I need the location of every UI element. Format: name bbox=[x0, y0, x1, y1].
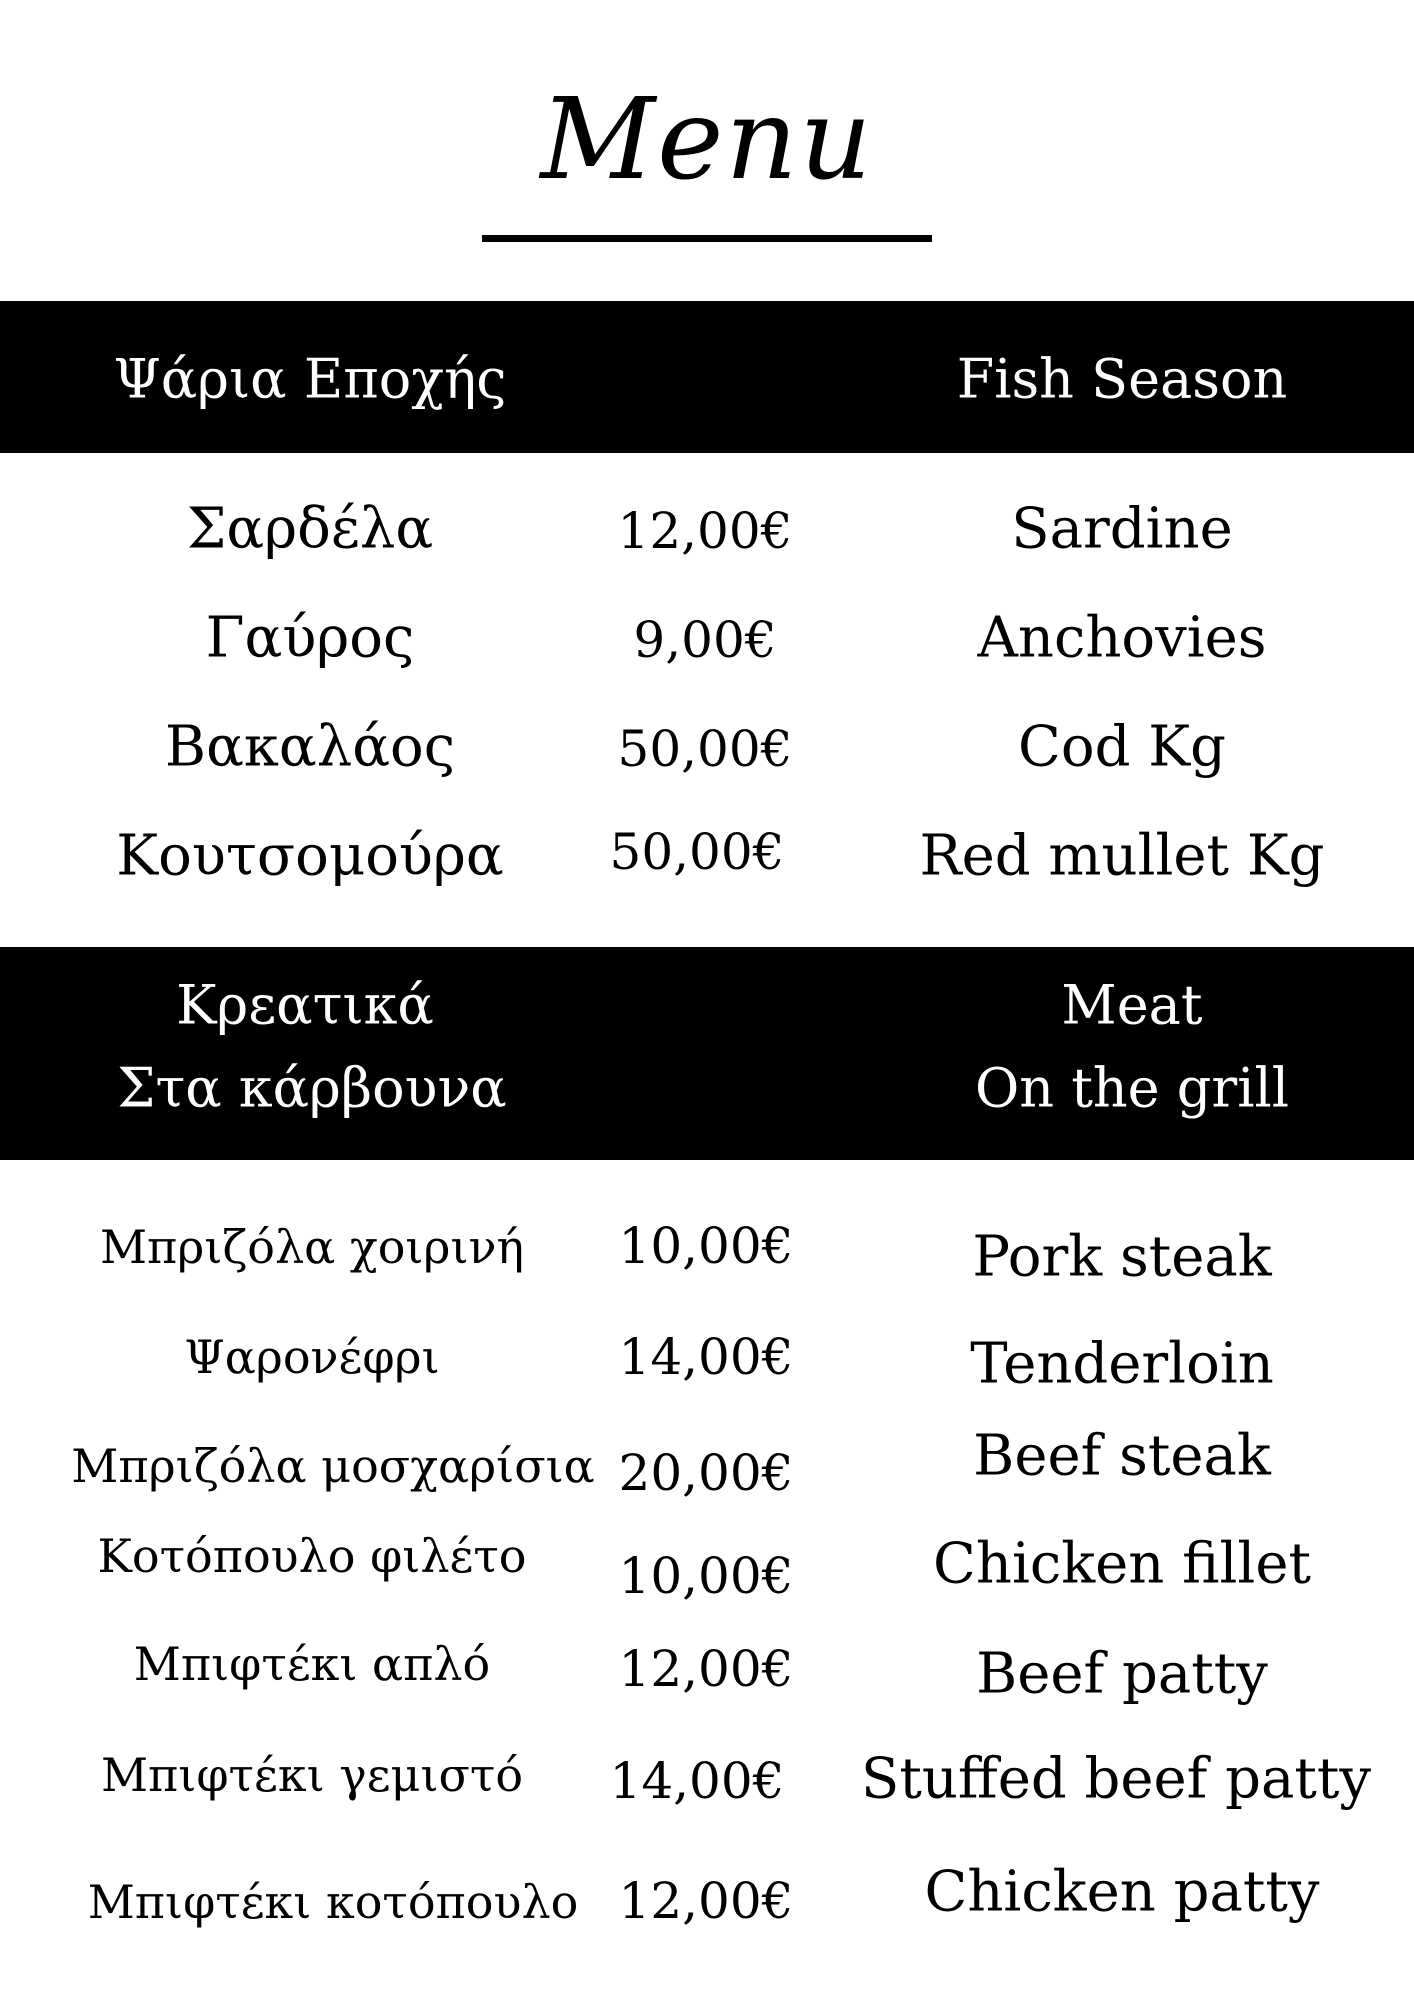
item-name-english: Beef steak bbox=[973, 1423, 1271, 1489]
item-name-greek: Σαρδέλα bbox=[186, 496, 434, 562]
item-name-english: Anchovies bbox=[977, 605, 1267, 671]
item-name-greek: Μπριζόλα μοσχαρίσια bbox=[71, 1439, 595, 1493]
item-name-english: Pork steak bbox=[972, 1224, 1272, 1290]
item-name-english: Beef patty bbox=[976, 1641, 1268, 1707]
title-underline bbox=[482, 235, 932, 242]
item-name-greek: Μπιφτέκι κοτόπουλο bbox=[87, 1875, 579, 1929]
menu-title: Menu bbox=[540, 75, 874, 205]
item-name-greek: Ψαρονέφρι bbox=[184, 1330, 440, 1384]
item-name-english: Cod Kg bbox=[1018, 714, 1226, 780]
item-name-greek: Βακαλάος bbox=[164, 714, 456, 780]
section-title-greek-line1: Κρεατικά bbox=[176, 973, 434, 1037]
item-price: 14,00€ bbox=[618, 1328, 794, 1386]
section-header-fish: Ψάρια Εποχής Fish Season bbox=[0, 301, 1414, 453]
section-title-greek: Ψάρια Εποχής bbox=[113, 347, 507, 411]
item-price: 12,00€ bbox=[618, 1872, 794, 1930]
item-name-greek: Μπριζόλα χοιρινή bbox=[99, 1220, 525, 1274]
item-price: 14,00€ bbox=[609, 1752, 785, 1810]
item-name-english: Tenderloin bbox=[970, 1331, 1274, 1397]
section-title-greek-line2: Στα κάρβουνα bbox=[117, 1056, 507, 1120]
section-title-english-line2: On the grill bbox=[974, 1056, 1290, 1120]
item-name-english: Sardine bbox=[1011, 496, 1233, 562]
section-title-english: Fish Season bbox=[956, 347, 1288, 411]
item-name-greek: Κοτόπουλο φιλέτο bbox=[97, 1529, 527, 1583]
item-name-greek: Κουτσομούρα bbox=[116, 823, 504, 889]
section-title-english-line1: Meat bbox=[1061, 973, 1203, 1037]
item-name-greek: Μπιφτέκι απλό bbox=[133, 1637, 491, 1691]
item-price: 20,00€ bbox=[618, 1444, 794, 1502]
item-price: 50,00€ bbox=[617, 720, 793, 778]
item-price: 50,00€ bbox=[609, 823, 785, 881]
item-price: 12,00€ bbox=[618, 1640, 794, 1698]
section-header-meat: Κρεατικά Στα κάρβουνα Meat On the grill bbox=[0, 947, 1414, 1160]
item-price: 9,00€ bbox=[633, 611, 777, 669]
item-price: 10,00€ bbox=[618, 1217, 794, 1275]
item-name-english: Chicken patty bbox=[924, 1859, 1320, 1925]
item-price: 12,00€ bbox=[617, 502, 793, 560]
item-name-greek: Μπιφτέκι γεμιστό bbox=[100, 1748, 524, 1802]
item-name-greek: Γαύρος bbox=[205, 605, 415, 671]
item-name-english: Red mullet Kg bbox=[919, 823, 1325, 889]
item-name-english: Stuffed beef patty bbox=[860, 1746, 1372, 1812]
item-name-english: Chicken fillet bbox=[933, 1531, 1311, 1597]
item-price: 10,00€ bbox=[618, 1547, 794, 1605]
